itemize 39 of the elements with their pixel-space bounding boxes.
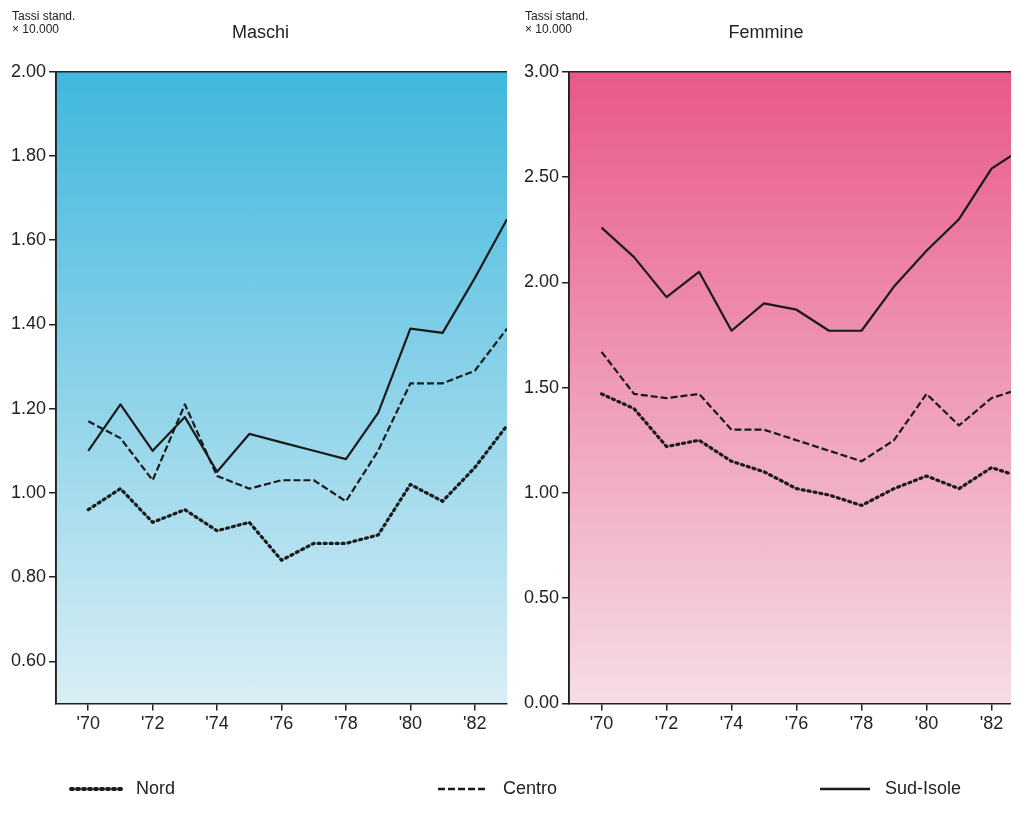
x-tick-label: '78 (334, 713, 358, 734)
chart-title: Maschi (231, 22, 289, 42)
x-tick-label: '74 (205, 713, 229, 734)
legend-label: Centro (502, 778, 557, 799)
x-tick-label: '76 (269, 713, 294, 734)
x-tick-label: '76 (784, 713, 809, 734)
legend-label: Nord (136, 778, 176, 799)
x-tick-label: '70 (76, 713, 100, 734)
y-tick-label: 1.60 (10, 229, 47, 250)
y-tick-label: 1.40 (10, 313, 47, 334)
y-tick-label: 1.20 (10, 397, 47, 418)
x-tick-label: '74 (719, 713, 744, 734)
y-tick-label: 1.50 (523, 376, 560, 397)
x-tick-label: '82 (463, 713, 487, 734)
y-tick-label: 1.00 (10, 481, 47, 502)
chart-title: Femmine (728, 22, 804, 42)
y-tick-label: 1.00 (523, 481, 560, 502)
y-tick-label: 0.50 (523, 587, 560, 608)
y-tick-label: 2.00 (10, 60, 47, 81)
x-tick-label: '82 (979, 713, 1004, 734)
x-tick-label: '72 (654, 713, 679, 734)
x-tick-label: '70 (589, 713, 614, 734)
y-tick-label: 0.00 (523, 692, 560, 713)
y-tick-label: 1.80 (10, 144, 47, 165)
y-axis-title: Tassi stand. × 10.000 (12, 9, 76, 36)
line-series (600, 350, 1011, 463)
x-tick-label: '80 (914, 713, 939, 734)
y-tick-label: 3.00 (523, 60, 560, 81)
x-tick-label: '78 (849, 713, 874, 734)
y-tick-label: 2.00 (523, 271, 560, 292)
y-tick-label: 2.50 (523, 166, 560, 187)
y-tick-label: 0.80 (10, 566, 47, 587)
x-tick-label: '72 (140, 713, 165, 734)
y-axis-title: Tassi stand. × 10.000 (525, 9, 589, 36)
x-tick-label: '80 (398, 713, 423, 734)
legend-label: Sud-Isole (884, 778, 961, 799)
line-series (86, 423, 507, 562)
y-tick-label: 0.60 (10, 650, 47, 671)
line-series (599, 392, 1011, 508)
